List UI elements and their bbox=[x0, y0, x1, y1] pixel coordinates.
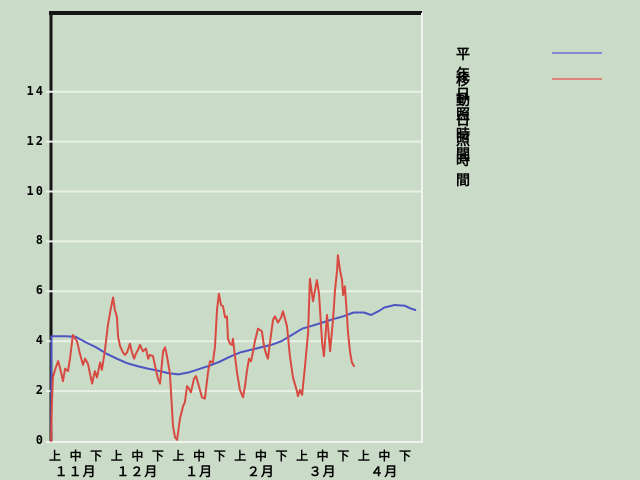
x-axis-period-label-3: 上 bbox=[110, 449, 123, 463]
y-axis-tick-label-10: 10 bbox=[26, 183, 45, 198]
x-axis-month-label: ４月 bbox=[370, 464, 399, 479]
x-axis-period-label-1: 中 bbox=[69, 449, 82, 463]
x-axis-period-label-7: 中 bbox=[193, 449, 206, 463]
x-axis-period-label-12: 上 bbox=[296, 449, 309, 463]
x-axis-period-label-15: 上 bbox=[357, 449, 370, 463]
x-axis-period-label-14: 下 bbox=[337, 449, 350, 463]
y-axis-tick-label-0: 0 bbox=[35, 433, 45, 447]
x-axis-month-label: １１月 bbox=[54, 464, 97, 479]
y-axis-tick-label-12: 12 bbox=[26, 133, 45, 148]
x-axis-period-label-4: 中 bbox=[131, 449, 144, 463]
y-axis-tick-label-14: 14 bbox=[26, 83, 45, 98]
x-axis-month-label: １月 bbox=[185, 464, 214, 479]
x-axis-month-label: ３月 bbox=[308, 464, 337, 479]
legend-line-normal-sunshine bbox=[552, 52, 602, 54]
x-axis-period-label-9: 上 bbox=[234, 449, 247, 463]
y-axis-tick-label-2: 2 bbox=[35, 383, 45, 398]
x-axis-month-label: ２月 bbox=[246, 464, 275, 479]
x-axis-month-label: １２月 bbox=[116, 464, 159, 479]
normal-sunshine-line bbox=[50, 304, 417, 442]
x-axis-period-label-5: 下 bbox=[151, 449, 164, 463]
x-axis-period-label-13: 中 bbox=[316, 449, 329, 463]
x-axis-period-label-16: 中 bbox=[378, 449, 391, 463]
y-axis-tick-label-4: 4 bbox=[35, 333, 45, 348]
x-axis-period-label-6: 上 bbox=[172, 449, 185, 463]
x-axis-period-label-0: 上 bbox=[48, 449, 61, 463]
y-axis-tick-label-6: 6 bbox=[35, 283, 45, 298]
x-axis-period-label-2: 下 bbox=[90, 449, 103, 463]
moving-sunshine-line bbox=[50, 254, 355, 442]
x-axis-period-label-10: 中 bbox=[254, 449, 267, 463]
x-axis-period-label-11: 下 bbox=[275, 449, 288, 463]
legend-line-moving-sunshine bbox=[552, 78, 602, 80]
legend-label-normal-sunshine: 平年日照時間 bbox=[456, 46, 471, 162]
x-axis-period-label-17: 下 bbox=[399, 449, 412, 463]
y-axis-tick-label-8: 8 bbox=[35, 233, 45, 248]
legend-label-moving-sunshine: 移動日照時間 bbox=[456, 72, 471, 188]
x-axis-period-label-8: 下 bbox=[213, 449, 226, 463]
